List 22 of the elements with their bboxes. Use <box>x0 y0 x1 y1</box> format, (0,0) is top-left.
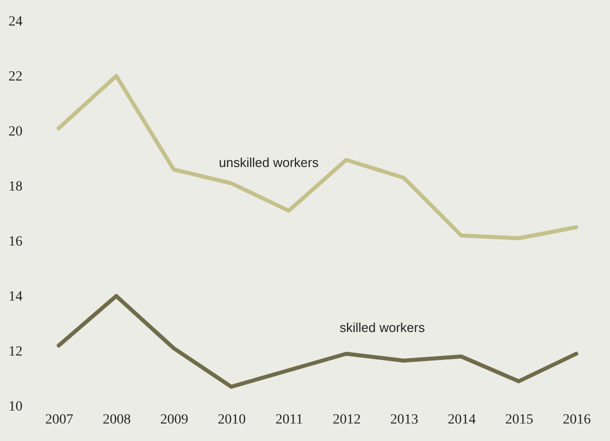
x-tick-label: 2015 <box>505 412 534 428</box>
x-tick-label: 2008 <box>102 412 131 428</box>
x-tick-label: 2009 <box>160 412 188 428</box>
line-series <box>56 74 578 240</box>
x-tick-label: 2013 <box>390 412 418 428</box>
x-tick-label: 2007 <box>45 412 74 428</box>
series-label: skilled workers <box>340 320 426 335</box>
x-tick-label: 2012 <box>332 412 361 428</box>
y-tick-label: 22 <box>8 70 22 84</box>
x-tick-label: 2011 <box>276 412 303 428</box>
y-tick-label: 14 <box>8 290 22 304</box>
x-tick-label: 2010 <box>218 412 246 428</box>
y-tick-label: 20 <box>8 124 22 140</box>
y-tick-label: 10 <box>8 400 22 414</box>
line-series <box>56 294 578 389</box>
y-tick-label: 16 <box>8 234 22 250</box>
x-tick-label: 2016 <box>562 412 591 428</box>
y-tick-label: 24 <box>8 14 22 30</box>
x-tick-label: 2014 <box>448 412 476 428</box>
y-tick-label: 12 <box>8 344 22 360</box>
y-tick-label: 18 <box>8 180 22 194</box>
series-label: unskilled workers <box>218 154 320 170</box>
